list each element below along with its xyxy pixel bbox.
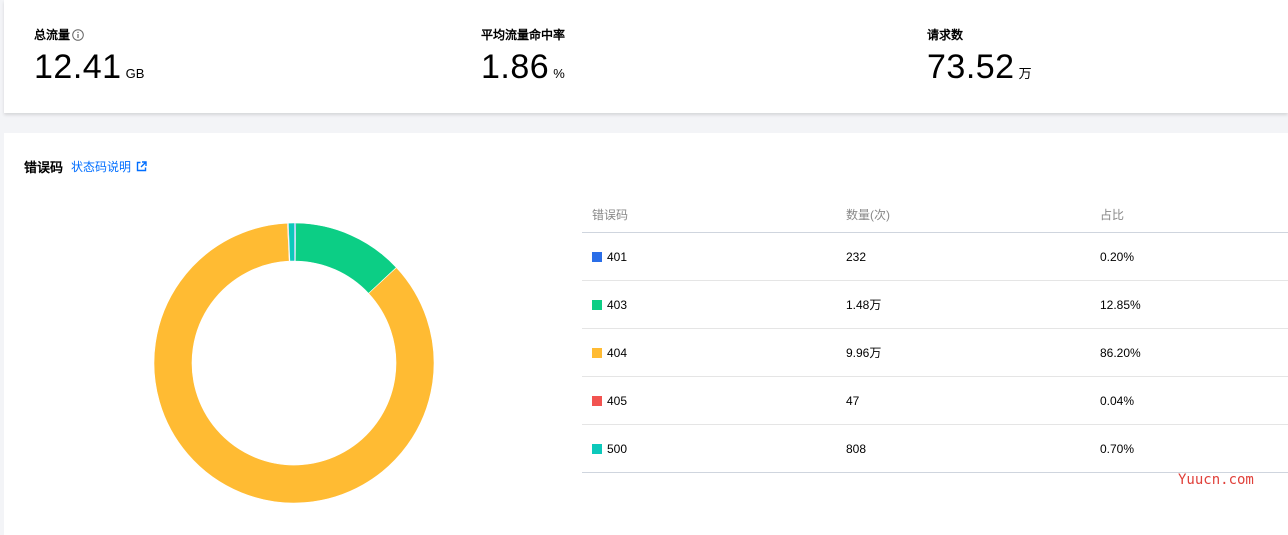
stat-avg-hit-rate: 平均流量命中率 1.86 %	[481, 27, 565, 85]
external-link-icon	[136, 161, 147, 172]
table-row: 405 47 0.04%	[582, 376, 1288, 425]
count-cell: 47	[846, 376, 1100, 425]
ratio-cell: 86.20%	[1100, 328, 1288, 377]
info-icon[interactable]	[72, 29, 84, 41]
stat-request-count: 请求数 73.52 万	[927, 27, 1032, 85]
count-cell: 808	[846, 424, 1100, 473]
error-code-cell: 500	[582, 424, 846, 473]
status-code-doc-link[interactable]: 状态码说明	[71, 158, 147, 175]
error-code: 500	[607, 441, 628, 456]
stat-unit: 万	[1018, 66, 1032, 81]
table-header-row: 错误码 数量(次) 占比	[582, 196, 1288, 233]
count-cell: 232	[846, 232, 1100, 281]
stat-total-traffic: 总流量 12.41 GB	[34, 27, 144, 85]
donut-slice-404[interactable]	[153, 222, 435, 504]
error-code-donut-chart	[153, 222, 435, 504]
error-code-cell: 403	[582, 280, 846, 329]
ratio-cell: 12.85%	[1100, 280, 1288, 329]
count-cell: 9.96万	[846, 328, 1100, 377]
stat-label: 平均流量命中率	[481, 28, 566, 42]
error-code-cell: 404	[582, 328, 846, 377]
error-code: 403	[607, 297, 628, 312]
table-row: 403 1.48万 12.85%	[582, 280, 1288, 329]
error-code: 401	[607, 249, 628, 264]
stat-label: 总流量	[34, 28, 71, 42]
table-row: 500 808 0.70%	[582, 424, 1288, 473]
column-header: 数量(次)	[846, 196, 1100, 233]
legend-swatch	[592, 395, 602, 406]
error-code-card: 错误码 状态码说明 错误码 数量(次) 占比 401 232 0.20% 403 1.4…	[4, 133, 1288, 535]
error-code: 404	[607, 345, 628, 360]
legend-swatch	[592, 443, 602, 454]
ratio-cell: 0.70%	[1100, 424, 1288, 473]
summary-stats-card: 总流量 12.41 GB 平均流量命中率 1.86 % 请求数 73.52 万	[4, 0, 1288, 113]
legend-swatch	[592, 299, 602, 310]
card-header: 错误码 状态码说明	[24, 157, 147, 176]
stat-value: 12.41	[34, 48, 122, 86]
stat-unit: %	[553, 66, 565, 81]
stat-label: 请求数	[927, 28, 964, 42]
table-row: 401 232 0.20%	[582, 232, 1288, 281]
donut-slice-500[interactable]	[288, 222, 295, 262]
stat-value: 1.86	[481, 48, 550, 86]
card-title: 错误码	[24, 160, 64, 175]
table-row: 404 9.96万 86.20%	[582, 328, 1288, 377]
legend-swatch	[592, 347, 602, 358]
stat-value: 73.52	[927, 48, 1015, 86]
error-code: 405	[607, 393, 628, 408]
legend-swatch	[592, 251, 602, 262]
count-cell: 1.48万	[846, 280, 1100, 329]
error-code-table: 错误码 数量(次) 占比 401 232 0.20% 403 1.48万 12.85% 40…	[582, 196, 1288, 473]
ratio-cell: 0.04%	[1100, 376, 1288, 425]
column-header: 错误码	[582, 196, 846, 233]
column-header: 占比	[1100, 196, 1288, 233]
error-code-cell: 405	[582, 376, 846, 425]
stat-unit: GB	[125, 66, 145, 81]
watermark: Yuucn.com	[1178, 472, 1254, 488]
ratio-cell: 0.20%	[1100, 232, 1288, 281]
error-code-cell: 401	[582, 232, 846, 281]
